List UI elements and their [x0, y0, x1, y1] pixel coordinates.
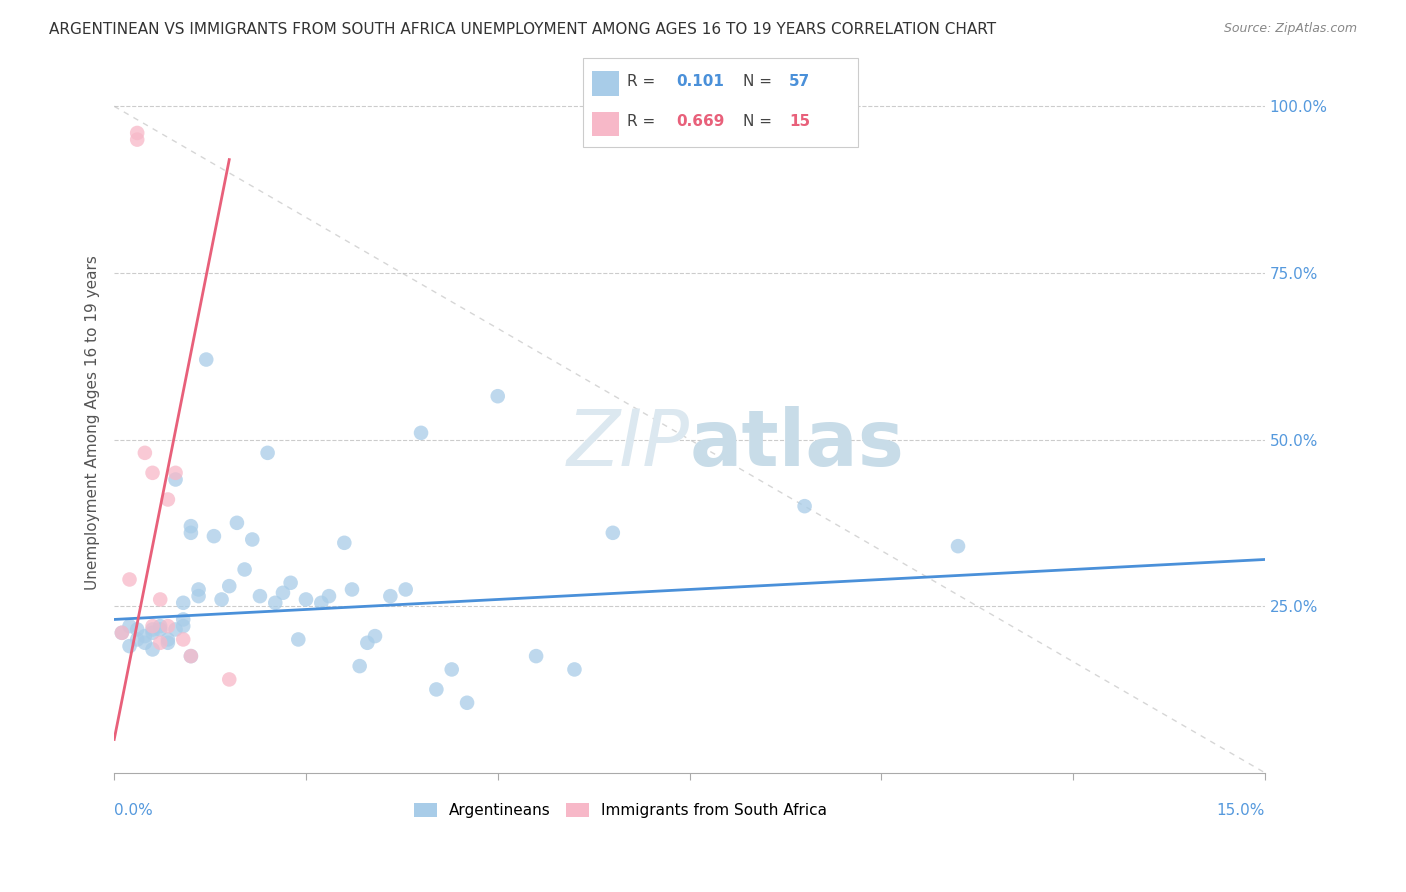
- Point: [180, 649, 202, 664]
- Point: [127, 126, 149, 140]
- Text: 0.101: 0.101: [676, 74, 724, 88]
- Point: [364, 629, 387, 643]
- Point: [524, 649, 547, 664]
- Point: [456, 696, 478, 710]
- Point: [127, 623, 149, 637]
- Point: [172, 632, 194, 647]
- Point: [425, 682, 447, 697]
- Point: [149, 619, 172, 633]
- Text: 57: 57: [789, 74, 810, 88]
- Point: [111, 625, 134, 640]
- Point: [127, 133, 149, 147]
- Point: [318, 589, 340, 603]
- Text: 15.0%: 15.0%: [1216, 804, 1265, 818]
- Bar: [592, 112, 619, 136]
- Point: [256, 446, 278, 460]
- Point: [172, 619, 194, 633]
- Point: [356, 636, 378, 650]
- Point: [111, 625, 134, 640]
- Text: ZIP: ZIP: [567, 406, 689, 482]
- Point: [180, 519, 202, 533]
- Point: [165, 623, 187, 637]
- Point: [141, 619, 163, 633]
- Point: [156, 632, 179, 647]
- Point: [134, 636, 156, 650]
- Point: [149, 636, 172, 650]
- Point: [287, 632, 309, 647]
- Point: [240, 533, 263, 547]
- Point: [486, 389, 509, 403]
- FancyBboxPatch shape: [583, 58, 858, 147]
- Point: [165, 473, 187, 487]
- Point: [118, 619, 141, 633]
- Point: [134, 446, 156, 460]
- Point: [311, 596, 333, 610]
- Point: [380, 589, 402, 603]
- Point: [409, 425, 432, 440]
- Text: N =: N =: [742, 74, 776, 88]
- Point: [118, 573, 141, 587]
- Point: [149, 592, 172, 607]
- Text: Source: ZipAtlas.com: Source: ZipAtlas.com: [1223, 22, 1357, 36]
- Point: [156, 619, 179, 633]
- Point: [211, 592, 233, 607]
- Legend: Argentineans, Immigrants from South Africa: Argentineans, Immigrants from South Afri…: [408, 797, 834, 824]
- Point: [564, 662, 586, 676]
- Point: [218, 579, 240, 593]
- Point: [172, 612, 194, 626]
- Bar: [592, 71, 619, 96]
- Point: [295, 592, 318, 607]
- Point: [141, 466, 163, 480]
- Text: 0.669: 0.669: [676, 114, 725, 128]
- Point: [156, 492, 179, 507]
- Text: ARGENTINEAN VS IMMIGRANTS FROM SOUTH AFRICA UNEMPLOYMENT AMONG AGES 16 TO 19 YEA: ARGENTINEAN VS IMMIGRANTS FROM SOUTH AFR…: [49, 22, 997, 37]
- Point: [180, 525, 202, 540]
- Point: [349, 659, 371, 673]
- Text: 0.0%: 0.0%: [114, 804, 153, 818]
- Point: [202, 529, 225, 543]
- Point: [218, 673, 240, 687]
- Point: [280, 575, 302, 590]
- Point: [149, 623, 172, 637]
- Point: [249, 589, 271, 603]
- Point: [156, 636, 179, 650]
- Text: R =: R =: [627, 114, 661, 128]
- Point: [440, 662, 463, 676]
- Point: [118, 639, 141, 653]
- Point: [187, 582, 209, 597]
- Point: [602, 525, 624, 540]
- Point: [946, 539, 969, 553]
- Point: [226, 516, 249, 530]
- Point: [141, 625, 163, 640]
- Text: atlas: atlas: [689, 406, 904, 482]
- Point: [165, 466, 187, 480]
- Point: [180, 649, 202, 664]
- Text: R =: R =: [627, 74, 661, 88]
- Point: [271, 586, 294, 600]
- Point: [333, 536, 356, 550]
- Text: 15: 15: [789, 114, 810, 128]
- Point: [141, 623, 163, 637]
- Y-axis label: Unemployment Among Ages 16 to 19 years: Unemployment Among Ages 16 to 19 years: [86, 255, 100, 591]
- Point: [127, 632, 149, 647]
- Point: [172, 596, 194, 610]
- Point: [233, 562, 256, 576]
- Point: [340, 582, 363, 597]
- Point: [195, 352, 218, 367]
- Point: [134, 629, 156, 643]
- Text: N =: N =: [742, 114, 776, 128]
- Point: [793, 499, 815, 513]
- Point: [187, 589, 209, 603]
- Point: [264, 596, 287, 610]
- Point: [395, 582, 418, 597]
- Point: [141, 642, 163, 657]
